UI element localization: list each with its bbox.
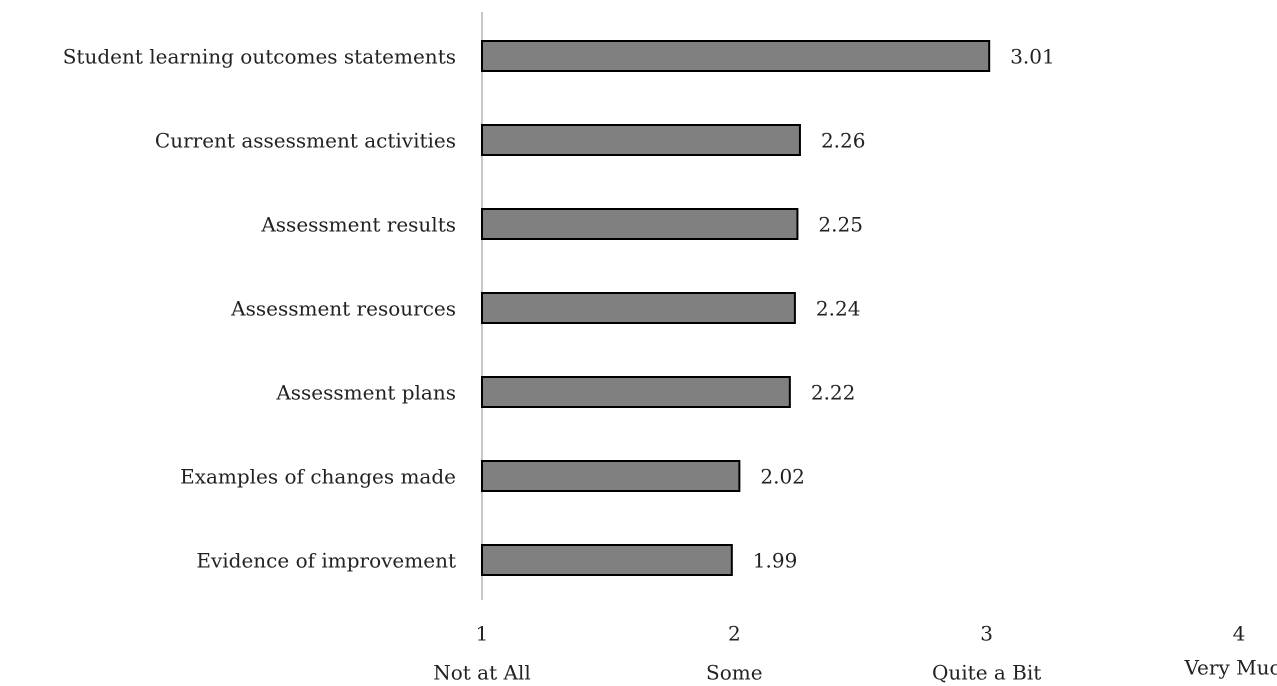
bar xyxy=(481,124,801,156)
y-tick-label: Current assessment activities xyxy=(155,129,456,153)
value-label: 2.26 xyxy=(821,129,866,153)
bar xyxy=(481,376,791,408)
x-tick-description: Some xyxy=(706,661,763,685)
value-label: 3.01 xyxy=(1010,45,1055,69)
y-tick-label: Assessment resources xyxy=(230,297,456,321)
x-tick-description: Quite a Bit xyxy=(932,661,1041,685)
value-label: 1.99 xyxy=(753,549,798,573)
x-tick-description: Not at All xyxy=(433,661,531,685)
y-tick-label: Examples of changes made xyxy=(180,465,456,489)
bar xyxy=(481,40,991,72)
x-tick-label: 3 xyxy=(980,622,993,646)
value-label: 2.22 xyxy=(811,381,856,405)
bar xyxy=(481,292,796,324)
value-label: 2.02 xyxy=(760,465,805,489)
value-label: 2.25 xyxy=(818,213,863,237)
bar xyxy=(481,544,733,576)
y-tick-label: Assessment plans xyxy=(275,381,456,405)
x-tick-label: 4 xyxy=(1233,622,1246,646)
y-tick-label: Assessment results xyxy=(260,213,456,237)
x-tick-label: 1 xyxy=(476,622,489,646)
value-label: 2.24 xyxy=(816,297,861,321)
bar xyxy=(481,460,741,492)
bar xyxy=(481,208,799,240)
x-tick-description: Very Much xyxy=(1183,656,1277,680)
x-tick-label: 2 xyxy=(728,622,741,646)
y-tick-label: Student learning outcomes statements xyxy=(63,45,456,69)
y-tick-label: Evidence of improvement xyxy=(196,549,456,573)
